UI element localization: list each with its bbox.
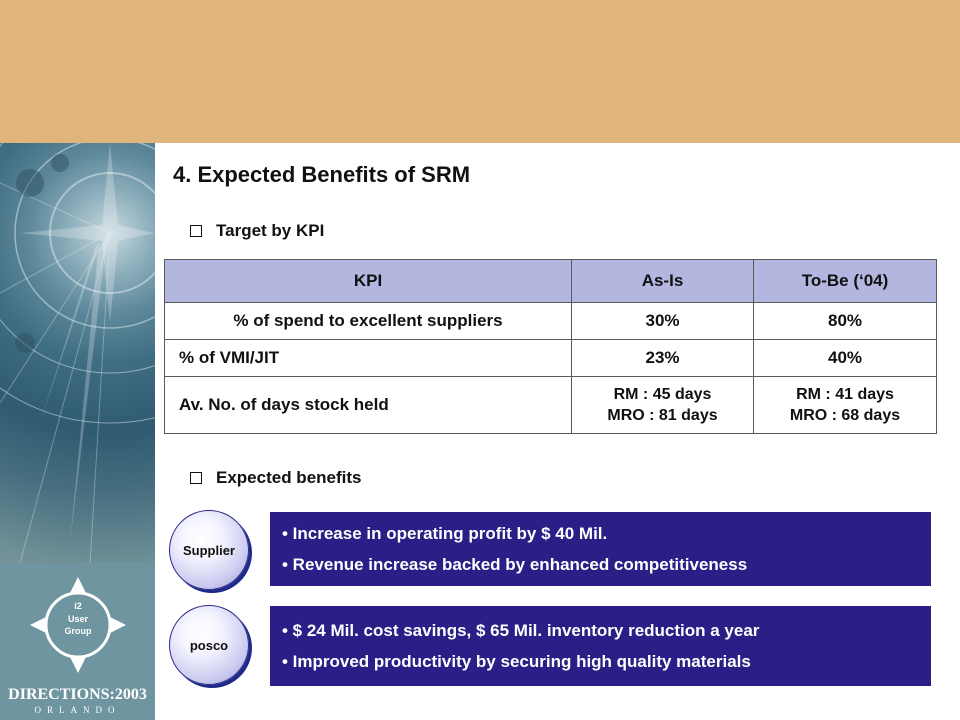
category-badge-supplier: Supplier	[169, 510, 249, 590]
to-be-cell: RM : 41 days MRO : 68 days	[753, 376, 937, 434]
column-header: To-Be (‘04)	[753, 259, 937, 303]
benefit-box-supplier: • Increase in operating profit by $ 40 M…	[270, 512, 931, 586]
as-is-cell: 30%	[571, 302, 754, 340]
logo-badge-bottom: Group	[64, 626, 92, 636]
column-header: As-Is	[571, 259, 754, 303]
decorative-compass-art	[0, 143, 155, 563]
checkbox-bullet-icon	[190, 225, 202, 237]
kpi-table: KPI As-Is To-Be (‘04) % of spend to exce…	[164, 259, 937, 434]
column-header: KPI	[164, 259, 572, 303]
logo-title: DIRECTIONS:2003	[8, 686, 147, 703]
table-row: % of spend to excellent suppliers 30% 80…	[164, 302, 937, 340]
to-be-line: MRO : 68 days	[789, 407, 901, 424]
to-be-cell: 40%	[753, 339, 937, 377]
as-is-cell: 23%	[571, 339, 754, 377]
table-row: Av. No. of days stock held RM : 45 days …	[164, 376, 937, 434]
benefit-item: • Revenue increase backed by enhanced co…	[282, 555, 748, 574]
section-label: Expected benefits	[216, 468, 362, 487]
benefit-box-posco: • $ 24 Mil. cost savings, $ 65 Mil. inve…	[270, 606, 931, 686]
as-is-line: RM : 45 days	[613, 386, 712, 403]
slide-title: 4. Expected Benefits of SRM	[173, 162, 471, 187]
table-row: % of VMI/JIT 23% 40%	[164, 339, 937, 377]
to-be-line: RM : 41 days	[796, 386, 894, 403]
directions-logo-panel: i2 User Group	[0, 563, 155, 720]
logo-badge-mid: User	[67, 614, 88, 624]
checkbox-bullet-icon	[190, 472, 202, 484]
kpi-cell: % of spend to excellent suppliers	[164, 302, 572, 340]
table-header-row: KPI As-Is To-Be (‘04)	[164, 259, 937, 303]
compass-rose-graphic	[0, 143, 155, 563]
section-target-by-kpi: Target by KPI	[190, 221, 324, 241]
as-is-line: MRO : 81 days	[607, 407, 718, 424]
kpi-cell: Av. No. of days stock held	[164, 376, 572, 434]
logo-badge-top: i2	[74, 601, 82, 611]
benefit-item: • $ 24 Mil. cost savings, $ 65 Mil. inve…	[282, 621, 760, 640]
kpi-cell: % of VMI/JIT	[164, 339, 572, 377]
as-is-cell: RM : 45 days MRO : 81 days	[571, 376, 754, 434]
logo-subtitle: ORLANDO	[34, 705, 121, 715]
to-be-cell: 80%	[753, 302, 937, 340]
benefit-item: • Improved productivity by securing high…	[282, 652, 751, 671]
benefit-item: • Increase in operating profit by $ 40 M…	[282, 524, 608, 543]
logo-badge-graphic	[30, 577, 126, 673]
category-badge-posco: posco	[169, 605, 249, 685]
section-label: Target by KPI	[216, 221, 325, 240]
section-expected-benefits: Expected benefits	[190, 468, 362, 488]
top-header-band	[0, 0, 960, 143]
